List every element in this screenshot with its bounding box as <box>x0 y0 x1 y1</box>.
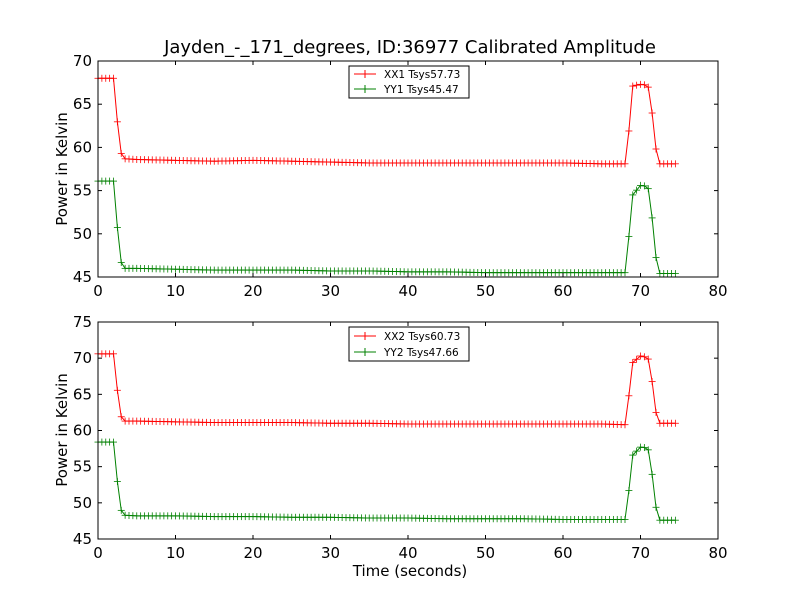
x-tick-label: 0 <box>93 544 103 562</box>
x-tick-label: 70 <box>631 544 650 562</box>
y-tick-label: 50 <box>73 225 92 243</box>
y-tick-label: 45 <box>73 268 92 286</box>
y-tick-label: 45 <box>73 530 92 548</box>
x-tick-label: 70 <box>631 282 650 300</box>
y-tick-label: 75 <box>73 313 92 331</box>
y-tick-label: 60 <box>73 138 92 156</box>
x-tick-label: 60 <box>553 282 572 300</box>
top-plot-y-axis-label: Power in Kelvin <box>53 112 71 226</box>
series-line-1-0 <box>98 353 676 426</box>
x-tick-label: 10 <box>166 544 185 562</box>
legend-label-xx1: XX1 Tsys57.73 <box>384 69 460 81</box>
chart-title: Jayden_-_171_degrees, ID:36977 Calibrate… <box>163 37 656 58</box>
legend-label-yy2: YY2 Tsys47.66 <box>383 347 459 359</box>
x-tick-label: 60 <box>553 544 572 562</box>
top-plot-ticks: 0 10 20 30 40 50 60 70 80 45 50 55 60 65 70 <box>73 52 728 300</box>
bottom-plot-ticks: 0 10 20 30 40 50 60 70 80 45 50 55 60 65 70 75 <box>73 313 728 562</box>
bottom-plot-x-axis-label: Time (seconds) <box>352 562 468 580</box>
x-tick-label: 40 <box>398 282 417 300</box>
y-tick-label: 65 <box>73 95 92 113</box>
legend-label-xx2: XX2 Tsys60.73 <box>384 331 460 343</box>
x-tick-label: 20 <box>243 282 262 300</box>
x-tick-label: 30 <box>321 544 340 562</box>
top-plot: 0 10 20 30 40 50 60 70 80 45 50 55 60 65 70 Power in K… <box>53 52 728 300</box>
top-plot-legend: XX1 Tsys57.73 YY1 Tsys45.47 <box>348 65 470 99</box>
legend-label-yy1: YY1 Tsys45.47 <box>383 84 459 96</box>
bottom-plot-legend: XX2 Tsys60.73 YY2 Tsys47.66 <box>348 326 470 362</box>
x-tick-label: 20 <box>243 544 262 562</box>
top-plot-legend-box <box>348 65 470 99</box>
x-tick-label: 0 <box>93 282 103 300</box>
x-tick-label: 50 <box>476 544 495 562</box>
x-tick-label: 40 <box>398 544 417 562</box>
y-tick-label: 55 <box>73 458 92 476</box>
x-tick-label: 30 <box>321 282 340 300</box>
x-tick-label: 80 <box>708 282 727 300</box>
y-tick-label: 50 <box>73 494 92 512</box>
y-tick-label: 70 <box>73 349 92 367</box>
bottom-plot-legend-box <box>348 326 470 362</box>
bottom-plot-series <box>94 350 679 524</box>
x-tick-label: 10 <box>166 282 185 300</box>
series-line-1-1 <box>98 441 676 521</box>
top-plot-series <box>94 74 679 278</box>
y-tick-label: 70 <box>73 52 92 70</box>
bottom-plot-y-axis-label: Power in Kelvin <box>53 373 71 487</box>
x-tick-label: 80 <box>708 544 727 562</box>
y-tick-label: 55 <box>73 182 92 200</box>
bottom-plot: 0 10 20 30 40 50 60 70 80 45 50 55 60 65 70 75 Power in… <box>53 313 728 580</box>
x-tick-label: 50 <box>476 282 495 300</box>
series-line-0-1 <box>98 180 676 275</box>
y-tick-label: 65 <box>73 385 92 403</box>
y-tick-label: 60 <box>73 422 92 440</box>
